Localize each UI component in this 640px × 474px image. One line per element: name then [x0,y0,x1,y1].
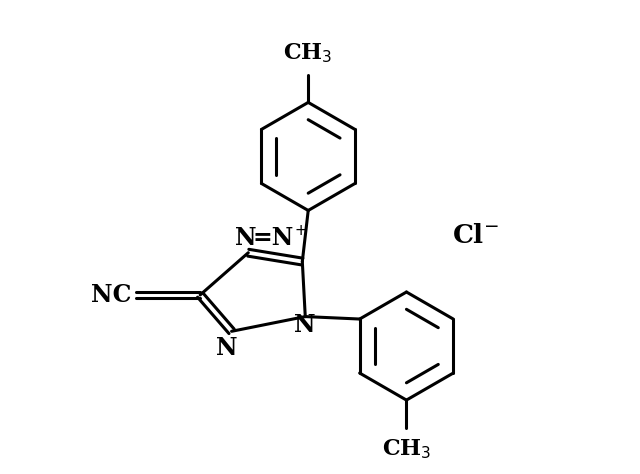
Text: N: N [294,313,316,337]
Text: CH$_3$: CH$_3$ [284,42,333,65]
Text: N: N [216,336,237,360]
Text: Cl$^{-}$: Cl$^{-}$ [452,222,499,247]
Text: CH$_3$: CH$_3$ [381,438,431,461]
Text: $^{+}$: $^{+}$ [294,224,307,244]
Text: N: N [234,226,256,250]
Text: NC: NC [91,283,131,307]
Text: =N: =N [252,226,294,250]
